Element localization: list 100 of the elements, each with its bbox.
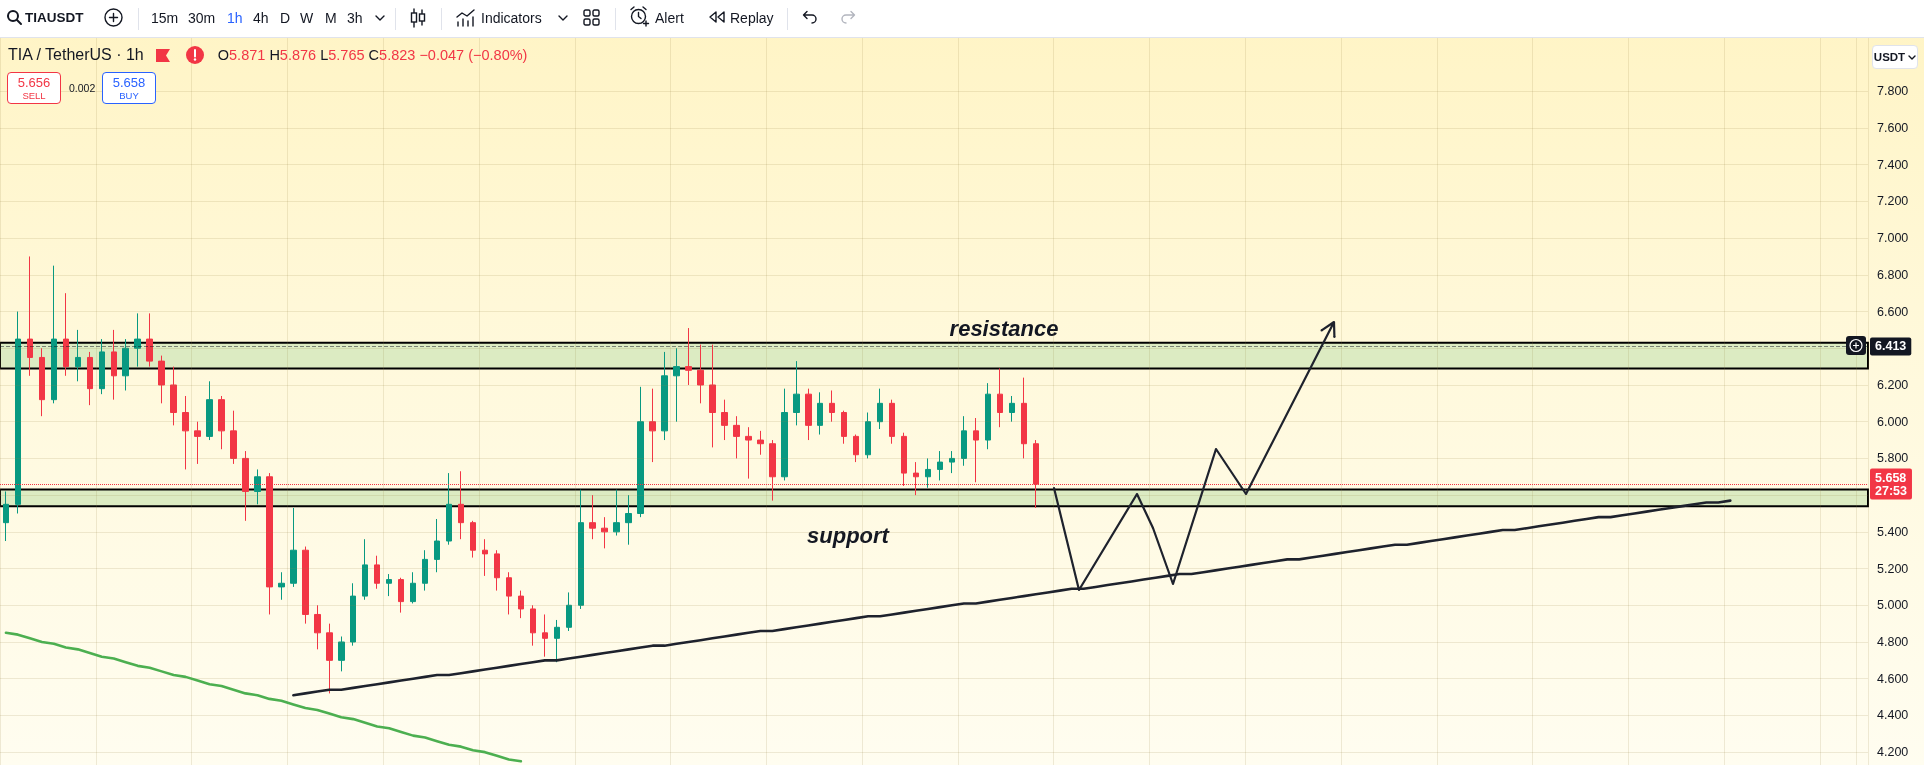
ref-line-label: 5.658 27:53 bbox=[1875, 470, 1908, 498]
y-tick-label: 5.800 bbox=[1877, 451, 1909, 466]
candlestick bbox=[278, 571, 285, 601]
y-tick-label: 6.000 bbox=[1877, 414, 1909, 429]
candlestick bbox=[949, 450, 955, 474]
candlestick bbox=[494, 549, 500, 592]
candlestick bbox=[39, 347, 45, 417]
candlestick bbox=[589, 494, 596, 540]
candlestick bbox=[566, 591, 572, 632]
candlestick bbox=[530, 604, 536, 647]
candlestick bbox=[434, 518, 440, 573]
candlestick bbox=[206, 380, 213, 441]
candlestick bbox=[685, 327, 692, 386]
text: TIA / TetherUS · 1h bbox=[8, 46, 144, 64]
candlestick bbox=[122, 338, 129, 391]
candlestick bbox=[1009, 395, 1015, 423]
band-label: support bbox=[807, 522, 891, 548]
candlestick bbox=[374, 555, 380, 590]
y-tick-label: 4.600 bbox=[1877, 671, 1909, 686]
candlestick bbox=[889, 399, 895, 445]
y-tick-label: 4.800 bbox=[1877, 635, 1909, 649]
band-label: resistance bbox=[949, 316, 1059, 342]
candlestick bbox=[386, 573, 392, 597]
line-series bbox=[292, 499, 1732, 697]
candlestick bbox=[158, 355, 165, 404]
candlestick bbox=[649, 388, 656, 463]
candlestick bbox=[709, 344, 716, 448]
candlestick bbox=[3, 490, 9, 542]
candlestick bbox=[542, 613, 548, 658]
y-tick-label: 4.200 bbox=[1877, 745, 1909, 760]
candlestick bbox=[793, 360, 800, 426]
candlestick bbox=[290, 507, 297, 588]
candlestick bbox=[973, 417, 979, 483]
y-tick-label: 5.200 bbox=[1877, 561, 1909, 576]
candlestick bbox=[111, 329, 117, 401]
sell-button: 5.656 SELL bbox=[7, 72, 61, 104]
candlestick bbox=[601, 516, 608, 549]
candlestick bbox=[302, 546, 309, 625]
y-tick-label: 6.200 bbox=[1877, 377, 1909, 392]
candlestick bbox=[182, 395, 189, 470]
candlestick bbox=[829, 389, 835, 423]
candlestick bbox=[865, 412, 871, 459]
candlestick bbox=[637, 386, 644, 518]
candlestick bbox=[613, 489, 620, 537]
candlestick bbox=[75, 329, 81, 382]
y-tick-label: 6.600 bbox=[1877, 304, 1909, 319]
candlestick bbox=[362, 538, 368, 601]
candlestick bbox=[338, 635, 345, 672]
candlestick bbox=[218, 395, 225, 450]
candlestick bbox=[27, 255, 33, 377]
candlestick bbox=[817, 391, 823, 436]
candlestick bbox=[733, 415, 740, 459]
candlestick bbox=[314, 604, 321, 650]
y-tick-label: 4.400 bbox=[1877, 708, 1909, 723]
annotation: BUY bbox=[118, 90, 140, 101]
currency-button: USDT bbox=[1872, 45, 1918, 69]
candlestick bbox=[673, 347, 680, 423]
candlestick bbox=[410, 571, 416, 604]
candlestick bbox=[350, 582, 356, 647]
line-series bbox=[4, 631, 523, 763]
toolbar: TIAUSDT 15m 30m 1h 4h D W M 3h Indicators Alert Replay bbox=[0, 0, 1924, 38]
candlestick bbox=[937, 450, 943, 481]
candlestick bbox=[697, 344, 704, 404]
annotation: 0.002 bbox=[69, 82, 96, 94]
candlestick bbox=[745, 426, 752, 480]
candlestick bbox=[63, 292, 69, 377]
candlestick bbox=[721, 399, 728, 441]
candlestick bbox=[15, 311, 21, 514]
candlestick bbox=[99, 338, 105, 395]
y-tick-label: 7.400 bbox=[1877, 157, 1909, 172]
annotation: SELL bbox=[21, 90, 47, 101]
candlestick bbox=[326, 623, 333, 694]
candlestick bbox=[470, 520, 476, 559]
candlestick bbox=[170, 366, 177, 426]
candlestick bbox=[1021, 377, 1027, 459]
annotation: 5.658 bbox=[111, 75, 147, 90]
candlestick bbox=[757, 430, 764, 456]
candlestick bbox=[877, 388, 883, 430]
y-tick-label: 5.400 bbox=[1877, 524, 1909, 539]
candlestick bbox=[518, 590, 524, 619]
candlestick bbox=[398, 577, 404, 614]
candlestick bbox=[446, 472, 452, 546]
candlestick bbox=[51, 265, 57, 404]
candlestick bbox=[925, 457, 931, 489]
y-tick-label: 5.000 bbox=[1877, 598, 1909, 613]
y-tick-label: 7.000 bbox=[1877, 231, 1909, 246]
candlestick bbox=[805, 388, 812, 441]
candlestick bbox=[841, 410, 847, 445]
y-tick-label: 7.800 bbox=[1877, 84, 1909, 99]
candlestick bbox=[997, 367, 1003, 428]
ref-line-label: 6.413 bbox=[1875, 339, 1907, 354]
candlestick bbox=[853, 434, 859, 463]
candlestick bbox=[230, 410, 237, 465]
candlestick bbox=[254, 468, 261, 505]
annotation: 5.656 bbox=[16, 75, 52, 90]
buy-button: 5.658 BUY bbox=[102, 72, 156, 104]
candlestick bbox=[578, 489, 584, 610]
candlestick bbox=[482, 538, 488, 577]
candlestick bbox=[134, 312, 141, 368]
y-tick-label: 6.800 bbox=[1877, 267, 1909, 282]
